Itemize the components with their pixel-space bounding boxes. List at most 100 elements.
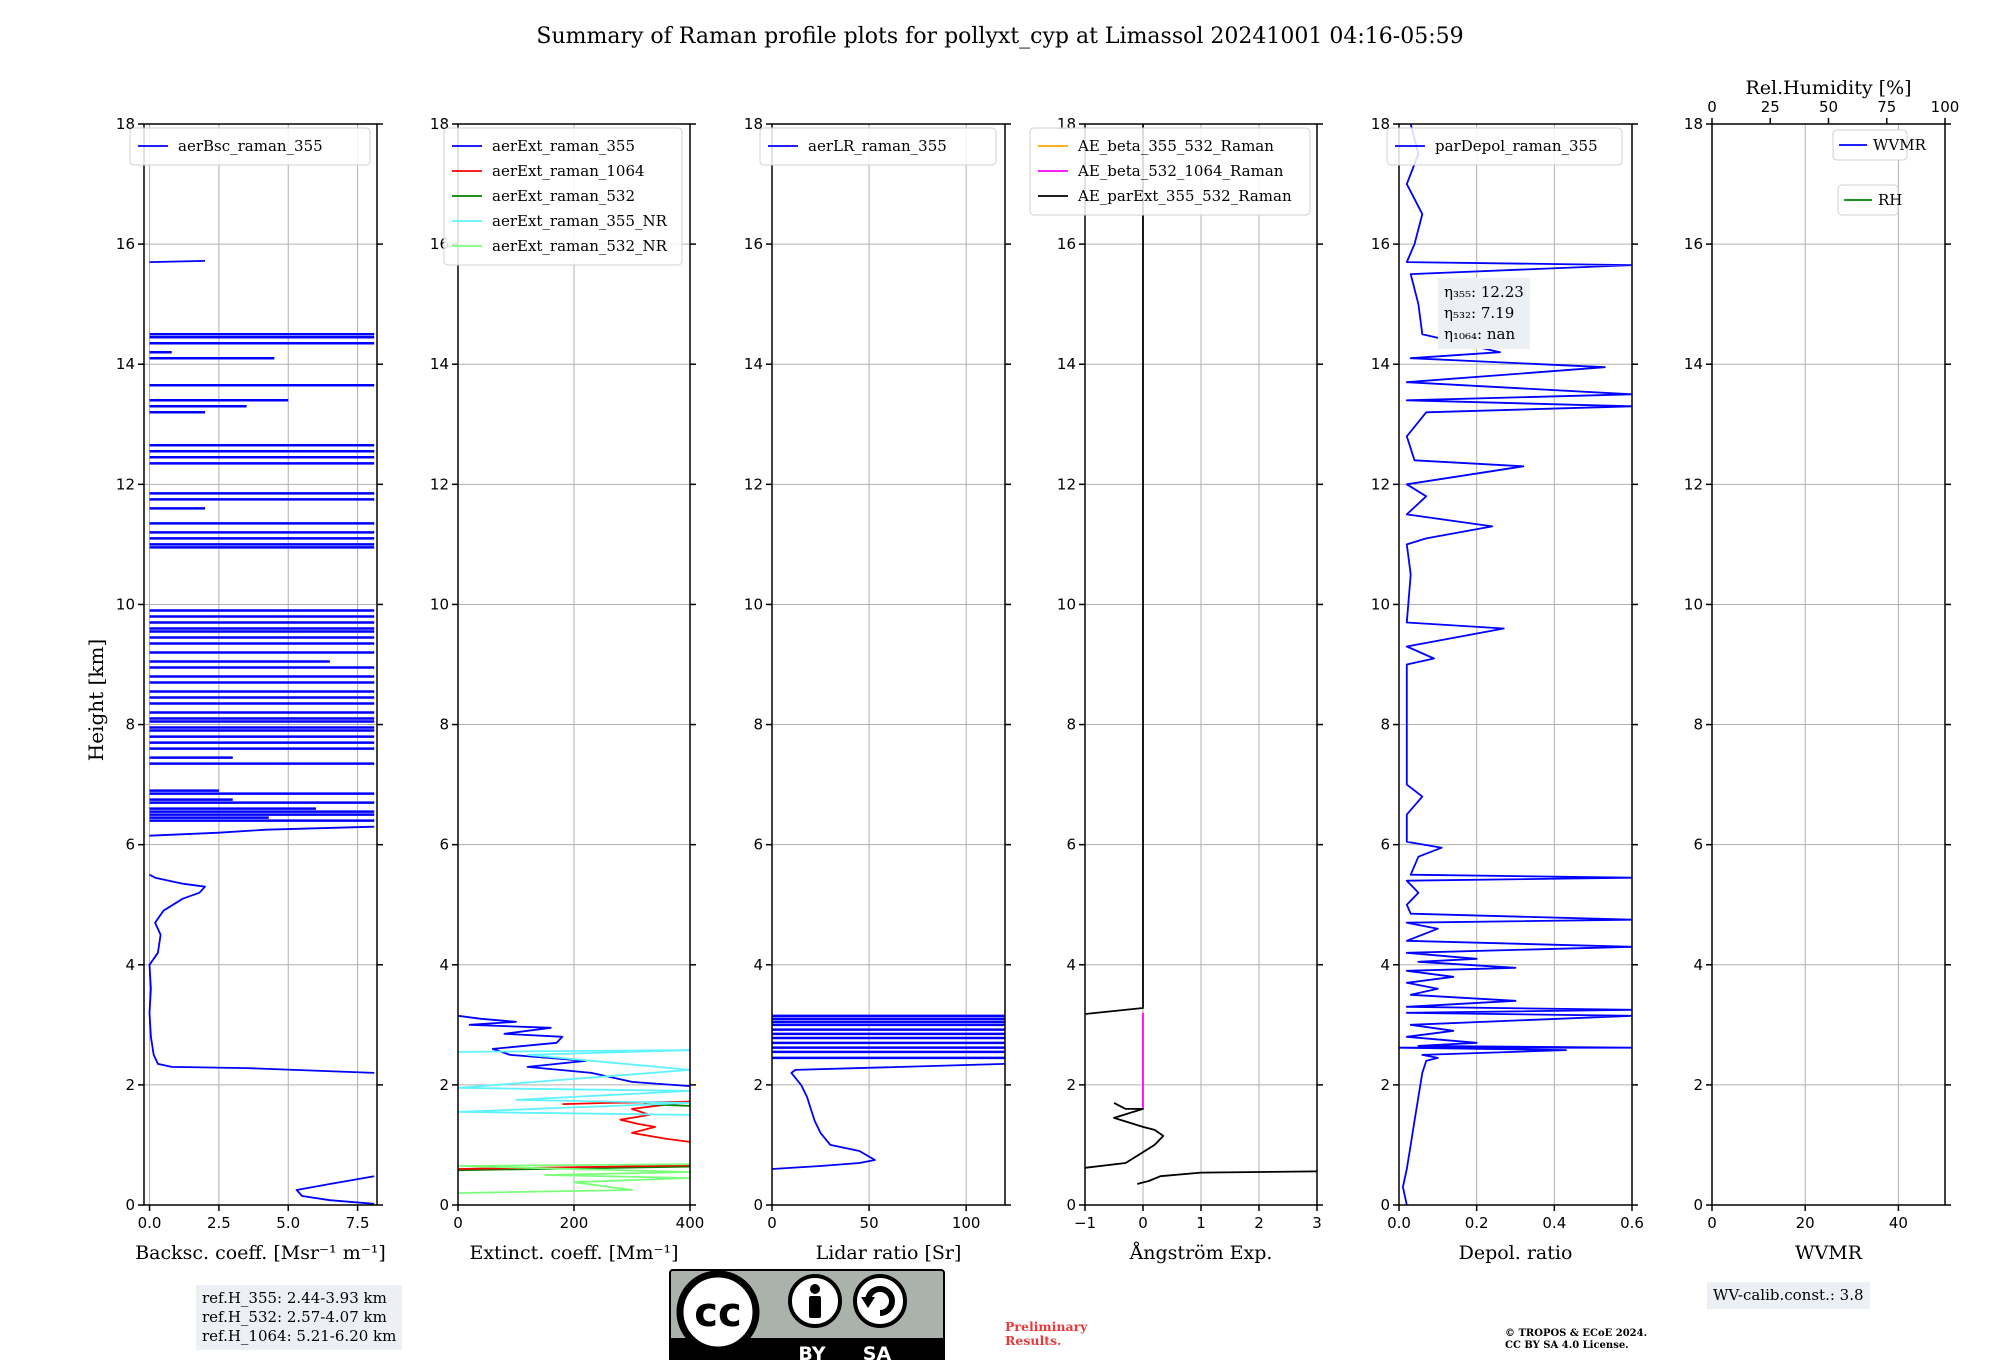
eta-355: η₃₅₅: 12.23 — [1444, 283, 1524, 301]
y-tick-label: 16 — [744, 235, 763, 253]
y-tick-label: 8 — [1066, 716, 1076, 734]
x-axis-label: Backsc. coeff. [Msr⁻¹ m⁻¹] — [135, 1242, 386, 1264]
y-tick-label: 14 — [1371, 355, 1390, 373]
ref-height-355: ref.H_355: 2.44-3.93 km — [202, 1289, 387, 1307]
figure-title: Summary of Raman profile plots for polly… — [536, 24, 1463, 49]
y-tick-label: 4 — [125, 956, 135, 974]
legend-entry: aerExt_raman_1064 — [492, 162, 645, 180]
series-aerBsc_raman_355 — [149, 825, 375, 837]
panel-3: 0 2 4 6 8 10 12 14 16 18 0 50 100 Lidar ratio [Sr] aer… — [744, 115, 1011, 1264]
legend-entry: aerExt_raman_355_NR — [492, 212, 668, 230]
y-tick-label: 8 — [753, 716, 763, 734]
y-tick-label: 4 — [1380, 956, 1390, 974]
y-tick-label: 8 — [1693, 716, 1703, 734]
grid — [144, 123, 377, 1205]
top-x-tick-label: 0 — [1707, 98, 1717, 116]
y-tick-label: 12 — [1057, 475, 1076, 493]
axes-frame — [771, 123, 1006, 1206]
eta-532: η₅₃₂: 7.19 — [1444, 304, 1515, 322]
copyright-note: © TROPOS & ECoE 2024. CC BY SA 4.0 Licen… — [1505, 1328, 1648, 1351]
top-x-tick-label: 25 — [1761, 98, 1780, 116]
x-axis-label: Depol. ratio — [1459, 1242, 1573, 1264]
x-tick-label: 5.0 — [276, 1214, 300, 1232]
svg-text:BY: BY — [798, 1343, 825, 1360]
x-tick-label: 40 — [1889, 1214, 1908, 1232]
y-tick-label: 16 — [116, 235, 135, 253]
legend: parDepol_raman_355 — [1386, 127, 1623, 166]
y-tick-label: 10 — [430, 595, 449, 613]
panel-1: 0 2 4 6 8 10 12 14 16 18 0.0 2.5 5.0 7.5 Backsc. coeff… — [116, 115, 386, 1264]
series-AE_parExt_355_532_Raman — [1136, 1170, 1317, 1185]
x-tick-label: −1 — [1074, 1214, 1096, 1232]
x-axis-label: Lidar ratio [Sr] — [816, 1242, 962, 1264]
y-tick-label: 2 — [439, 1076, 449, 1094]
top-x-tick-label: 75 — [1877, 98, 1896, 116]
x-tick-label: 0.4 — [1542, 1214, 1566, 1232]
y-tick-label: 16 — [1684, 235, 1703, 253]
y-tick-label: 2 — [1693, 1076, 1703, 1094]
y-tick-label: 4 — [1693, 956, 1703, 974]
legend-entry: aerExt_raman_532 — [492, 187, 635, 205]
top-axis-label: Rel.Humidity [%] — [1745, 77, 1911, 99]
y-tick-label: 4 — [1066, 956, 1076, 974]
series-AE_parExt_355_532_Raman — [1085, 1102, 1165, 1169]
y-tick-label: 0 — [753, 1196, 763, 1214]
eta-1064: η₁₀₆₄: nan — [1444, 325, 1516, 343]
sa-share-icon — [853, 1274, 907, 1328]
y-tick-label: 8 — [1380, 716, 1390, 734]
y-tick-label: 10 — [1371, 595, 1390, 613]
y-tick-label: 12 — [744, 475, 763, 493]
wv-calib-const: WV-calib.const.: 3.8 — [1713, 1286, 1864, 1304]
legend-entry: parDepol_raman_355 — [1435, 137, 1598, 155]
y-tick-label: 0 — [1066, 1196, 1076, 1214]
wv-calib-box: WV-calib.const.: 3.8 — [1707, 1282, 1870, 1309]
y-tick-label: 2 — [1066, 1076, 1076, 1094]
x-tick-label: 50 — [860, 1214, 879, 1232]
y-axis-label: Height [km] — [84, 639, 108, 761]
y-tick-label: 12 — [1371, 475, 1390, 493]
legend: aerExt_raman_355 aerExt_raman_1064 aerExt_… — [443, 127, 683, 266]
depol-eta-box: η₃₅₅: 12.23 η₅₃₂: 7.19 η₁₀₆₄: nan — [1438, 278, 1530, 349]
y-tick-label: 6 — [1380, 836, 1390, 854]
y-tick-label: 0 — [125, 1196, 135, 1214]
license-badge: cc BY SA — [669, 1269, 945, 1360]
y-tick-label: 2 — [125, 1076, 135, 1094]
x-tick-label: 0 — [453, 1214, 463, 1232]
x-axis-label: Extinct. coeff. [Mm⁻¹] — [469, 1242, 678, 1264]
legend-entry: aerExt_raman_532_NR — [492, 237, 668, 255]
x-tick-label: 0.0 — [1387, 1214, 1411, 1232]
x-tick-label: 0.0 — [138, 1214, 162, 1232]
y-tick-label: 18 — [1371, 115, 1390, 133]
legend-entry: AE_beta_355_532_Raman — [1077, 137, 1274, 155]
series-aerExt_raman_532_NR — [458, 1163, 690, 1194]
series-aerLR_raman_355 — [772, 1063, 1005, 1170]
legend: aerBsc_raman_355 — [129, 127, 371, 166]
ref-heights-box: ref.H_355: 2.44-3.93 km ref.H_532: 2.57-… — [196, 1285, 403, 1350]
top-x-tick-label: 100 — [1931, 98, 1960, 116]
legend: WVMR RH — [1832, 129, 1927, 216]
legend: AE_beta_355_532_Raman AE_beta_532_1064_Ra… — [1029, 127, 1311, 216]
y-tick-label: 16 — [1057, 235, 1076, 253]
ref-height-1064: ref.H_1064: 5.21-6.20 km — [202, 1327, 397, 1345]
axes-frame — [143, 123, 378, 1206]
y-tick-label: 14 — [744, 355, 763, 373]
cc-logo-icon — [676, 1270, 760, 1354]
y-tick-label: 16 — [1371, 235, 1390, 253]
series-aerBsc_raman_355 — [149, 260, 206, 263]
y-tick-label: 0 — [439, 1196, 449, 1214]
y-tick-label: 18 — [744, 115, 763, 133]
y-tick-label: 4 — [439, 956, 449, 974]
grid — [1084, 123, 1318, 1205]
y-tick-label: 14 — [1057, 355, 1076, 373]
y-tick-label: 8 — [439, 716, 449, 734]
legend-entry: AE_parExt_355_532_Raman — [1077, 187, 1292, 205]
y-tick-label: 12 — [116, 475, 135, 493]
panel-5: 0 2 4 6 8 10 12 14 16 18 0.0 0.2 0.4 0.6 Depol. ratio p… — [1371, 115, 1644, 1264]
preliminary-note: Preliminary Results. — [1005, 1319, 1088, 1348]
x-tick-label: 2 — [1254, 1214, 1264, 1232]
series-aerBsc_raman_355 — [295, 1175, 375, 1205]
x-tick-label: 400 — [676, 1214, 705, 1232]
y-tick-label: 18 — [116, 115, 135, 133]
